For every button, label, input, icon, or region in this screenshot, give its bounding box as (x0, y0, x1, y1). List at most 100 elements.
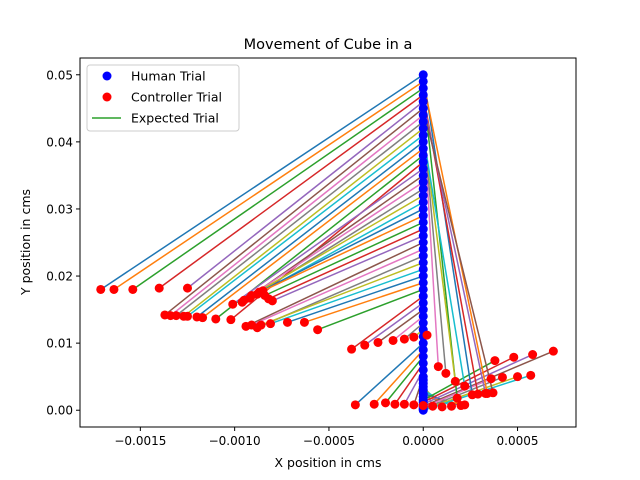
trajectory-line (422, 135, 466, 387)
human-trial-point (418, 211, 428, 221)
human-trial-point (418, 170, 428, 180)
human-trial-point (418, 164, 428, 174)
controller-trial-point (171, 311, 181, 321)
x-axis-label: X position in cms (275, 455, 382, 470)
human-trial-point (418, 130, 428, 140)
trajectory-line (158, 94, 424, 289)
human-trial-point (418, 97, 428, 107)
trajectory-line (264, 221, 424, 297)
trajectory-line (164, 107, 424, 316)
controller-trial-point (350, 400, 360, 410)
legend-controller-label: Controller Trial (131, 90, 222, 105)
human-trial-point (418, 338, 428, 348)
human-trial-point (418, 258, 428, 268)
trajectory-line (287, 275, 424, 324)
human-trial-point (418, 358, 428, 368)
trajectory-line (245, 241, 424, 328)
trajectory-line (270, 268, 424, 325)
controller-trial-point (399, 399, 409, 409)
human-trial-point (418, 231, 428, 241)
human-trial-point (418, 137, 428, 147)
controller-trial-point (480, 388, 490, 398)
human-trial-point (418, 365, 428, 375)
controller-trial-point (347, 344, 357, 354)
controller-trial-point (528, 350, 538, 360)
chart-title: Movement of Cube in a (244, 37, 413, 53)
controller-trial-point (422, 330, 432, 340)
human-trial-point (418, 264, 428, 274)
trajectory-lines (100, 74, 554, 411)
human-trial-point (418, 110, 428, 120)
controller-trial-point (369, 399, 379, 409)
controller-trial-point (441, 368, 451, 378)
x-tick-label: −0.0015 (114, 434, 166, 448)
trajectory-line (202, 147, 424, 319)
human-trial-point (418, 251, 428, 261)
legend-box (86, 64, 240, 132)
controller-trial-point (282, 317, 292, 327)
controller-trial-point (182, 311, 192, 321)
trajectory-line (422, 108, 494, 393)
human-trial-point (418, 352, 428, 362)
human-trial-point (418, 191, 428, 201)
human-trial-point (418, 150, 428, 160)
controller-trial-point (390, 399, 400, 409)
y-tick-label: 0.01 (46, 337, 73, 351)
human-trial-points (418, 70, 428, 415)
controller-trial-point (211, 314, 221, 324)
y-tick-label: 0.02 (46, 270, 73, 284)
human-trial-point (418, 271, 428, 281)
controller-trial-point (526, 370, 536, 380)
trajectory-line (187, 101, 424, 289)
trajectory-line (422, 74, 474, 395)
controller-trial-point (486, 374, 496, 384)
trajectory-line (196, 141, 424, 318)
human-trial-point (418, 123, 428, 133)
controller-trial-point (381, 398, 391, 408)
controller-trial-point (228, 299, 238, 309)
y-axis-ticks: 0.00 0.01 0.02 0.03 0.04 0.05 (46, 68, 80, 418)
trajectory-line (132, 87, 424, 291)
controller-trial-point (256, 320, 266, 330)
controller-trial-point (509, 352, 519, 362)
y-tick-label: 0.00 (46, 404, 73, 418)
human-trial-point (418, 76, 428, 86)
trajectory-line (384, 356, 424, 404)
controller-trial-point (154, 283, 164, 293)
trajectory-line (170, 114, 424, 317)
controller-trial-point (497, 372, 507, 382)
human-trial-point (418, 90, 428, 100)
trajectory-line (262, 214, 424, 292)
controller-trial-point (513, 372, 523, 382)
controller-trial-point (226, 315, 236, 325)
human-trial-point (418, 70, 428, 80)
controller-trial-point (198, 313, 208, 323)
x-tick-label: −0.0010 (209, 434, 261, 448)
y-tick-label: 0.04 (46, 135, 73, 149)
trajectory-line (113, 80, 424, 291)
y-tick-label: 0.05 (46, 68, 73, 82)
legend-controller-marker (102, 92, 112, 102)
human-trial-point (418, 177, 428, 187)
trajectory-line (422, 356, 515, 403)
controller-trial-point (299, 317, 309, 327)
human-trial-point (418, 298, 428, 308)
x-tick-label: −0.0005 (303, 434, 355, 448)
trajectory-line (394, 362, 424, 405)
legend: Human Trial Controller Trial Expected Tr… (86, 64, 240, 132)
controller-trial-points (96, 283, 558, 412)
controller-trial-point (460, 400, 470, 410)
trajectory-line (317, 288, 424, 331)
human-trial-point (418, 157, 428, 167)
trajectory-line (183, 127, 424, 317)
trajectory-line (251, 248, 424, 326)
human-trial-point (418, 291, 428, 301)
controller-trial-point (182, 283, 192, 293)
controller-trial-point (488, 388, 498, 398)
controller-trial-point (473, 389, 483, 399)
controller-trial-point (265, 319, 275, 329)
controller-trial-point (490, 356, 500, 366)
trajectory-line (304, 282, 424, 324)
y-axis-label: Y position in cms (18, 189, 33, 296)
trajectory-line (100, 74, 424, 291)
